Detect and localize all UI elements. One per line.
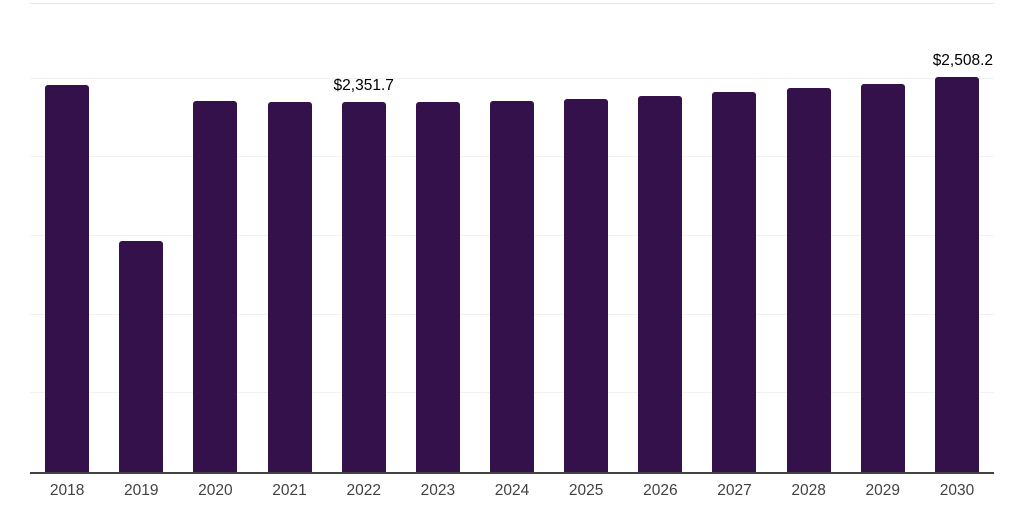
bar-slot-2021: [252, 4, 326, 472]
x-axis-label-2021: 2021: [272, 482, 307, 499]
bar-slot-2027: [697, 4, 771, 472]
x-axis-label-2029: 2029: [865, 482, 901, 499]
x-axis-label-2030: 2030: [939, 482, 975, 499]
x-axis-label-2026: 2026: [643, 482, 678, 499]
bar-value-label-2030: $2,508.2: [932, 52, 994, 70]
bar-2024[interactable]: [490, 100, 535, 472]
bar-2030[interactable]: [934, 77, 979, 472]
x-axis-label-2019: 2019: [123, 482, 159, 499]
bar-slot-2019: [104, 4, 178, 472]
x-axis-label-2020: 2020: [198, 482, 233, 499]
x-axis-label-2027: 2027: [717, 482, 752, 499]
bar-2021[interactable]: [267, 102, 312, 472]
bar-slot-2029: [846, 4, 920, 472]
bar-slot-2022: $2,351.7: [327, 4, 401, 472]
bar-2023[interactable]: [415, 102, 460, 472]
gridline: [30, 77, 994, 79]
bar-slot-2028: [772, 4, 846, 472]
plot-area: $2,351.7 $2,508.2: [30, 3, 994, 474]
bar-slot-2026: [623, 4, 697, 472]
x-axis-label-2024: 2024: [494, 482, 530, 499]
bar-2019[interactable]: [119, 240, 164, 472]
x-axis-label-2023: 2023: [420, 482, 456, 499]
bar-2018[interactable]: [45, 85, 90, 472]
bar-2027[interactable]: [712, 92, 757, 472]
bar-slot-2020: [178, 4, 252, 472]
bar-slot-2030: $2,508.2: [920, 4, 994, 472]
x-axis-label-2025: 2025: [568, 482, 604, 499]
x-axis-label-2022: 2022: [346, 482, 381, 499]
bar-value-label-2022: $2,351.7: [333, 77, 394, 94]
bar-slot-2024: [475, 4, 549, 472]
bar-slot-2018: [30, 4, 104, 472]
bar-2028[interactable]: [786, 88, 831, 472]
bar-2025[interactable]: [564, 99, 609, 472]
bar-slot-2023: [401, 4, 475, 472]
bar-2022[interactable]: [341, 102, 386, 472]
bars-container: $2,351.7 $2,508.2: [30, 4, 994, 472]
bar-2020[interactable]: [193, 101, 238, 472]
x-axis-label-2018: 2018: [49, 482, 85, 499]
bar-slot-2025: [549, 4, 623, 472]
bar-2029[interactable]: [860, 84, 905, 472]
x-axis-labels: 2018 2019 2020 2021 2022 2023 2024 2025 2026 2027…: [30, 482, 994, 500]
bar-2026[interactable]: [638, 95, 683, 472]
x-axis-label-2028: 2028: [791, 482, 826, 499]
